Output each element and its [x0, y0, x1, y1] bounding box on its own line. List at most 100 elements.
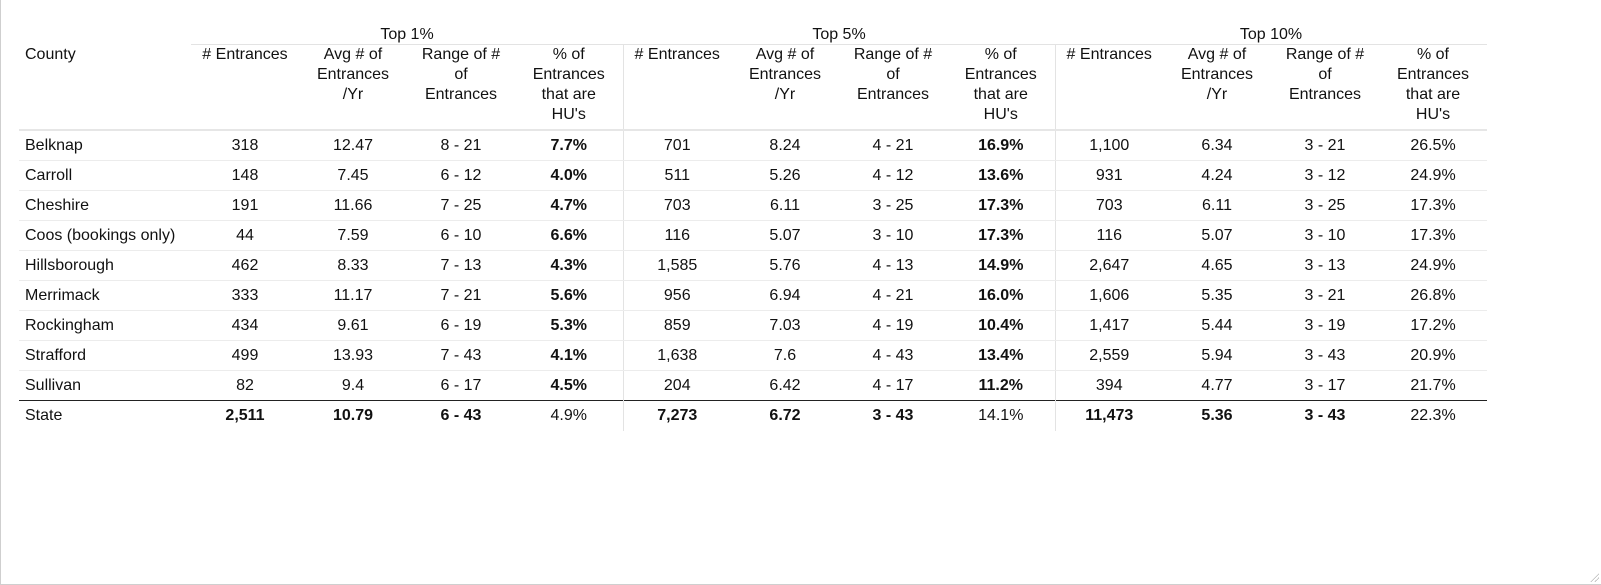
column-header-line: Entrances — [748, 66, 822, 83]
entrances-cell: 931 — [1054, 160, 1163, 191]
avg-per-year-cell: 9.4 — [341, 376, 365, 394]
column-header-line: Entrances — [1288, 86, 1362, 103]
entrances-cell: 2,647 — [1054, 250, 1163, 281]
column-header-line: HU's — [551, 106, 586, 123]
column-header-line: /Yr — [774, 86, 796, 103]
column-header-line: Entrances — [1396, 66, 1470, 83]
entrances-cell: 1,606 — [1054, 280, 1163, 311]
avg-per-year-cell: 5.44 — [1163, 310, 1271, 341]
pct-hu-cell: 11.2% — [978, 376, 1023, 394]
column-header-line: /Yr — [1206, 86, 1228, 103]
range-cell: 6 - 19 — [407, 310, 515, 341]
column-header-line: Entrances — [856, 86, 930, 103]
pct-hu-cell: 17.3% — [1379, 220, 1487, 251]
column-header-entrances: # Entrances — [191, 44, 299, 131]
avg-per-year-cell: 5.76 — [731, 250, 839, 281]
entrances-table: Top 1% Top 5% Top 10% County # Entrances… — [19, 18, 1487, 431]
avg-per-year-cell: 11.17 — [299, 280, 407, 311]
column-header-line: Entrances — [316, 66, 390, 83]
pct-hu-cell: 13.6% — [947, 160, 1055, 191]
pct-hu-cell: 4.1% — [515, 340, 623, 371]
range-cell: 3 - 25 — [1271, 190, 1379, 221]
range-cell: 3 - 13 — [1271, 250, 1379, 281]
column-header-line: that are — [973, 86, 1028, 103]
range-cell: 3 - 19 — [1271, 310, 1379, 341]
pct-hu-cell: 21.7% — [1410, 376, 1456, 394]
pct-hu-cell: 20.9% — [1379, 340, 1487, 371]
group-header-top10: Top 10% — [1055, 18, 1487, 45]
county-cell: Rockingham — [19, 310, 191, 341]
avg-per-year-cell: 13.93 — [299, 340, 407, 371]
entrances-cell: 44 — [191, 220, 299, 251]
entrances-cell: 1,585 — [622, 250, 731, 281]
state-total-row: State 2,511 10.79 6 - 43 4.9% 7,273 6.72 3 - 43… — [19, 400, 1487, 431]
column-header-entrances: # Entrances — [622, 44, 731, 131]
range-cell: 7 - 21 — [407, 280, 515, 311]
range-cell: 6 - 12 — [407, 160, 515, 191]
avg-per-year-cell: 7.59 — [299, 220, 407, 251]
pct-hu-cell: 24.9% — [1379, 250, 1487, 281]
county-cell: Strafford — [19, 340, 191, 371]
county-cell: Cheshire — [19, 190, 191, 221]
resize-grip-icon[interactable] — [1589, 572, 1599, 582]
pct-hu-cell: 7.7% — [515, 130, 623, 161]
range-cell: 4 - 43 — [839, 340, 947, 371]
entrances-cell: 1,100 — [1054, 130, 1163, 161]
entrances-cell: 333 — [191, 280, 299, 311]
column-header-range: Range of # of Entrances — [839, 44, 947, 131]
county-cell: Merrimack — [19, 280, 191, 311]
entrances-cell: 1,417 — [1054, 310, 1163, 341]
pct-hu-cell: 5.3% — [515, 310, 623, 341]
range-cell: 3 - 25 — [839, 190, 947, 221]
county-cell: Carroll — [19, 160, 191, 191]
column-header-pct-hu: % of Entrances that are HU's — [947, 44, 1055, 131]
entrances-cell: 394 — [1054, 370, 1163, 401]
avg-per-year-cell: 6.72 — [731, 400, 839, 431]
column-header-pct-hu: % of Entrances that are HU's — [515, 44, 623, 131]
column-header-line: Entrances — [1180, 66, 1254, 83]
avg-per-year-cell: 6.11 — [731, 190, 839, 221]
range-cell: 4 - 13 — [839, 250, 947, 281]
pct-hu-cell: 26.5% — [1379, 130, 1487, 161]
column-header-line: % of — [552, 46, 585, 63]
range-cell: 3 - 10 — [1271, 220, 1379, 251]
pct-hu-cell: 26.8% — [1379, 280, 1487, 311]
avg-per-year-cell: 8.24 — [731, 130, 839, 161]
table-row: Hillsborough 462 8.33 7 - 13 4.3% 1,585 5.76 4 … — [19, 250, 1487, 281]
column-header-range: Range of # of Entrances — [1271, 44, 1379, 131]
column-header-line: of — [454, 66, 468, 83]
avg-per-year-cell: 6.34 — [1163, 130, 1271, 161]
range-cell: 6 - 43 — [407, 400, 515, 431]
entrances-cell: 2,511 — [191, 400, 299, 431]
column-header-line: % of — [984, 46, 1017, 63]
column-header-line: Entrances — [532, 66, 605, 83]
pct-hu-cell: 14.9% — [947, 250, 1055, 281]
avg-per-year-cell: 5.35 — [1163, 280, 1271, 311]
county-cell: Belknap — [19, 130, 191, 161]
avg-per-year-cell: 5.94 — [1163, 340, 1271, 371]
avg-per-year-cell: 11.66 — [299, 190, 407, 221]
avg-per-year-cell: 5.07 — [731, 220, 839, 251]
column-header-line: % of — [1416, 46, 1449, 63]
range-cell: 4 - 17 — [872, 376, 914, 394]
avg-per-year-cell: 6.94 — [731, 280, 839, 311]
avg-per-year-cell: 4.24 — [1163, 160, 1271, 191]
table-row: Rockingham 434 9.61 6 - 19 5.3% 859 7.03 4 - 19… — [19, 310, 1487, 341]
entrances-cell: 462 — [191, 250, 299, 281]
column-header-line: HU's — [1415, 106, 1451, 123]
column-header-line: Range of # — [1285, 46, 1365, 63]
column-header-line: that are — [1405, 86, 1461, 103]
range-cell: 3 - 12 — [1271, 160, 1379, 191]
pct-hu-cell: 4.0% — [515, 160, 623, 191]
group-header-row: Top 1% Top 5% Top 10% — [19, 18, 1487, 45]
entrances-cell: 82 — [236, 376, 254, 394]
range-cell: 3 - 17 — [1304, 376, 1346, 394]
avg-per-year-cell: 4.77 — [1201, 376, 1233, 394]
county-cell: Coos (bookings only) — [19, 220, 191, 251]
avg-per-year-cell: 9.61 — [299, 310, 407, 341]
pct-hu-cell: 22.3% — [1379, 400, 1487, 431]
range-cell: 6 - 17 — [440, 376, 482, 394]
range-cell: 3 - 21 — [1271, 130, 1379, 161]
entrances-cell: 318 — [191, 130, 299, 161]
avg-per-year-cell: 8.33 — [299, 250, 407, 281]
